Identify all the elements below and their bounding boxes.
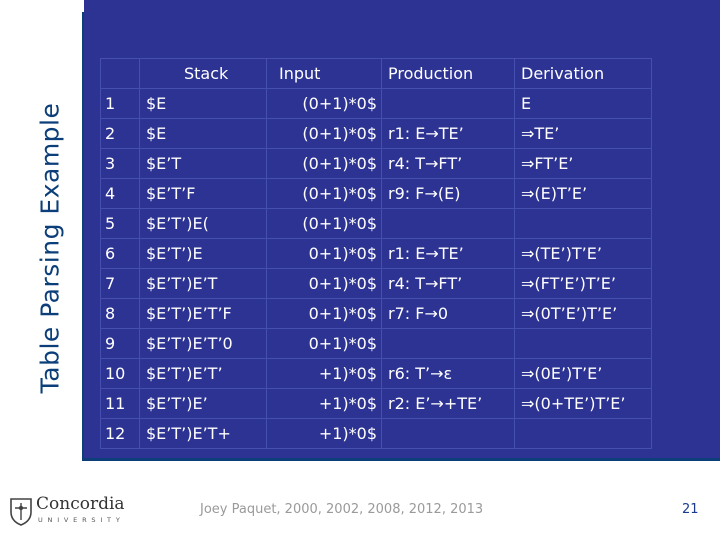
derivation-cell: ⇒(0E’)T’E’	[514, 358, 652, 389]
table-row: 11 $E’T’)E’ +1)*0$ r2: E’→+TE’ ⇒(0+TE’)T’E’	[100, 388, 652, 419]
derivation-cell	[514, 418, 652, 449]
derivation-cell: ⇒(0+TE’)T’E’	[514, 388, 652, 419]
production-cell: r4: T→FT’	[381, 148, 515, 179]
production-cell	[381, 208, 515, 239]
production-cell: r1: E→TE’	[381, 118, 515, 149]
input-cell: (0+1)*0$	[266, 118, 382, 149]
step-cell: 5	[100, 208, 140, 239]
logo-subtitle: UNIVERSITY	[38, 516, 125, 524]
step-cell: 4	[100, 178, 140, 209]
table-row: 9 $E’T’)E’T’0 0+1)*0$	[100, 328, 652, 359]
footer	[84, 461, 720, 540]
step-cell: 1	[100, 88, 140, 119]
derivation-cell: ⇒TE’	[514, 118, 652, 149]
step-cell: 7	[100, 268, 140, 299]
stack-cell: $E	[139, 88, 267, 119]
input-cell: 0+1)*0$	[266, 238, 382, 269]
header-production: Production	[381, 58, 515, 89]
header-derivation: Derivation	[514, 58, 652, 89]
production-cell: r1: E→TE’	[381, 238, 515, 269]
stack-cell: $E’T	[139, 148, 267, 179]
derivation-cell: ⇒(0T’E’)T’E’	[514, 298, 652, 329]
input-cell: 0+1)*0$	[266, 328, 382, 359]
table-row: 8 $E’T’)E’T’F 0+1)*0$ r7: F→0 ⇒(0T’E’)T’E’	[100, 298, 652, 329]
input-cell: +1)*0$	[266, 418, 382, 449]
footer-divider	[82, 458, 720, 461]
production-cell: r6: T’→ε	[381, 358, 515, 389]
stack-cell: $E	[139, 118, 267, 149]
step-cell: 6	[100, 238, 140, 269]
input-cell: (0+1)*0$	[266, 208, 382, 239]
title-divider	[82, 12, 85, 459]
page-number: 21	[682, 502, 699, 517]
table-row: 7 $E’T’)E’T 0+1)*0$ r4: T→FT’ ⇒(FT’E’)T’E’	[100, 268, 652, 299]
derivation-cell: ⇒(FT’E’)T’E’	[514, 268, 652, 299]
title-area: Table Parsing Example	[0, 0, 84, 465]
stack-cell: $E’T’)E(	[139, 208, 267, 239]
derivation-cell	[514, 208, 652, 239]
production-cell	[381, 88, 515, 119]
step-cell: 12	[100, 418, 140, 449]
table-row: 5 $E’T’)E((0+1)*0$	[100, 208, 652, 239]
header-step	[100, 58, 140, 89]
input-cell: (0+1)*0$	[266, 88, 382, 119]
step-cell: 11	[100, 388, 140, 419]
production-cell: r4: T→FT’	[381, 268, 515, 299]
table-row: 4 $E’T’F (0+1)*0$ r9: F→(E) ⇒(E)T’E’	[100, 178, 652, 209]
university-logo: Concordia UNIVERSITY	[8, 494, 130, 530]
input-cell: +1)*0$	[266, 358, 382, 389]
production-cell	[381, 328, 515, 359]
production-cell: r7: F→0	[381, 298, 515, 329]
derivation-cell: ⇒(TE’)T’E’	[514, 238, 652, 269]
production-cell: r2: E’→+TE’	[381, 388, 515, 419]
step-cell: 10	[100, 358, 140, 389]
derivation-cell	[514, 328, 652, 359]
table-header-row: Stack Input Production Derivation	[100, 58, 652, 89]
production-cell: r9: F→(E)	[381, 178, 515, 209]
table-row: 2 $E (0+1)*0$ r1: E→TE’ ⇒TE’	[100, 118, 652, 149]
concordia-crest-icon	[10, 498, 32, 526]
derivation-cell: ⇒(E)T’E’	[514, 178, 652, 209]
step-cell: 8	[100, 298, 140, 329]
slide-credit: Joey Paquet, 2000, 2002, 2008, 2012, 201…	[200, 502, 484, 517]
step-cell: 3	[100, 148, 140, 179]
stack-cell: $E’T’)E	[139, 238, 267, 269]
derivation-cell: ⇒FT’E’	[514, 148, 652, 179]
step-cell: 2	[100, 118, 140, 149]
parsing-table: Stack Input Production Derivation 1 $E (0+…	[100, 58, 652, 449]
input-cell: (0+1)*0$	[266, 178, 382, 209]
table-row: 1 $E (0+1)*0$ E	[100, 88, 652, 119]
input-cell: +1)*0$	[266, 388, 382, 419]
header-input: Input	[266, 58, 382, 89]
input-cell: 0+1)*0$	[266, 268, 382, 299]
table-row: 10 $E’T’)E’T’ +1)*0$ r6: T’→ε ⇒(0E’)T’E’	[100, 358, 652, 389]
table-row: 6 $E’T’)E 0+1)*0$ r1: E→TE’ ⇒(TE’)T’E’	[100, 238, 652, 269]
step-cell: 9	[100, 328, 140, 359]
table-row: 12 $E’T’)E’T+ +1)*0$	[100, 418, 652, 449]
stack-cell: $E’T’)E’	[139, 388, 267, 419]
stack-cell: $E’T’)E’T’0	[139, 328, 267, 359]
slide-title: Table Parsing Example	[35, 102, 65, 394]
stack-cell: $E’T’F	[139, 178, 267, 209]
stack-cell: $E’T’)E’T’	[139, 358, 267, 389]
derivation-cell: E	[514, 88, 652, 119]
input-cell: 0+1)*0$	[266, 298, 382, 329]
header-stack: Stack	[139, 58, 267, 89]
logo-name: Concordia	[36, 494, 125, 514]
stack-cell: $E’T’)E’T	[139, 268, 267, 299]
stack-cell: $E’T’)E’T+	[139, 418, 267, 449]
production-cell	[381, 418, 515, 449]
input-cell: (0+1)*0$	[266, 148, 382, 179]
stack-cell: $E’T’)E’T’F	[139, 298, 267, 329]
table-row: 3 $E’T (0+1)*0$ r4: T→FT’ ⇒FT’E’	[100, 148, 652, 179]
